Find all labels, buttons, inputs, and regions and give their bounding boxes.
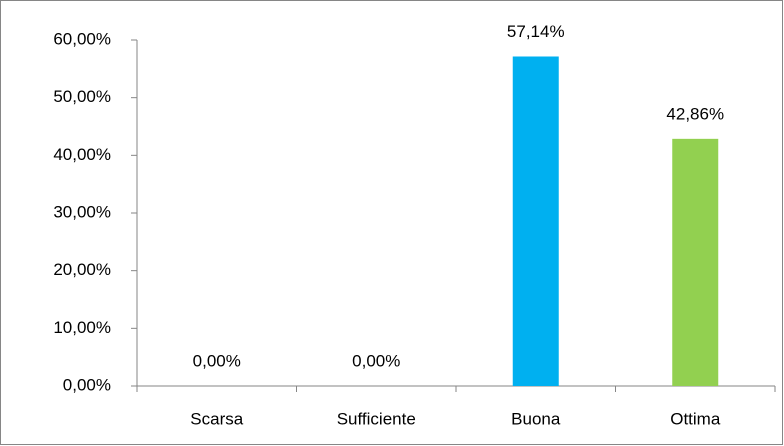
value-label: 42,86%	[666, 104, 724, 123]
bar	[512, 56, 559, 386]
x-tick-label: Buona	[511, 409, 561, 428]
x-tick-label: Ottima	[670, 409, 721, 428]
y-tick-label: 30,00%	[53, 202, 111, 221]
y-tick-label: 60,00%	[53, 29, 111, 48]
value-label: 0,00%	[352, 351, 400, 370]
y-tick-label: 10,00%	[53, 318, 111, 337]
y-tick-label: 40,00%	[53, 145, 111, 164]
y-tick-label: 0,00%	[63, 375, 111, 394]
x-tick-label: Sufficiente	[337, 409, 416, 428]
y-tick-label: 20,00%	[53, 260, 111, 279]
y-tick-label: 50,00%	[53, 87, 111, 106]
value-label: 57,14%	[507, 22, 565, 41]
bar	[672, 138, 719, 386]
value-label: 0,00%	[193, 351, 241, 370]
x-tick-label: Scarsa	[190, 409, 243, 428]
